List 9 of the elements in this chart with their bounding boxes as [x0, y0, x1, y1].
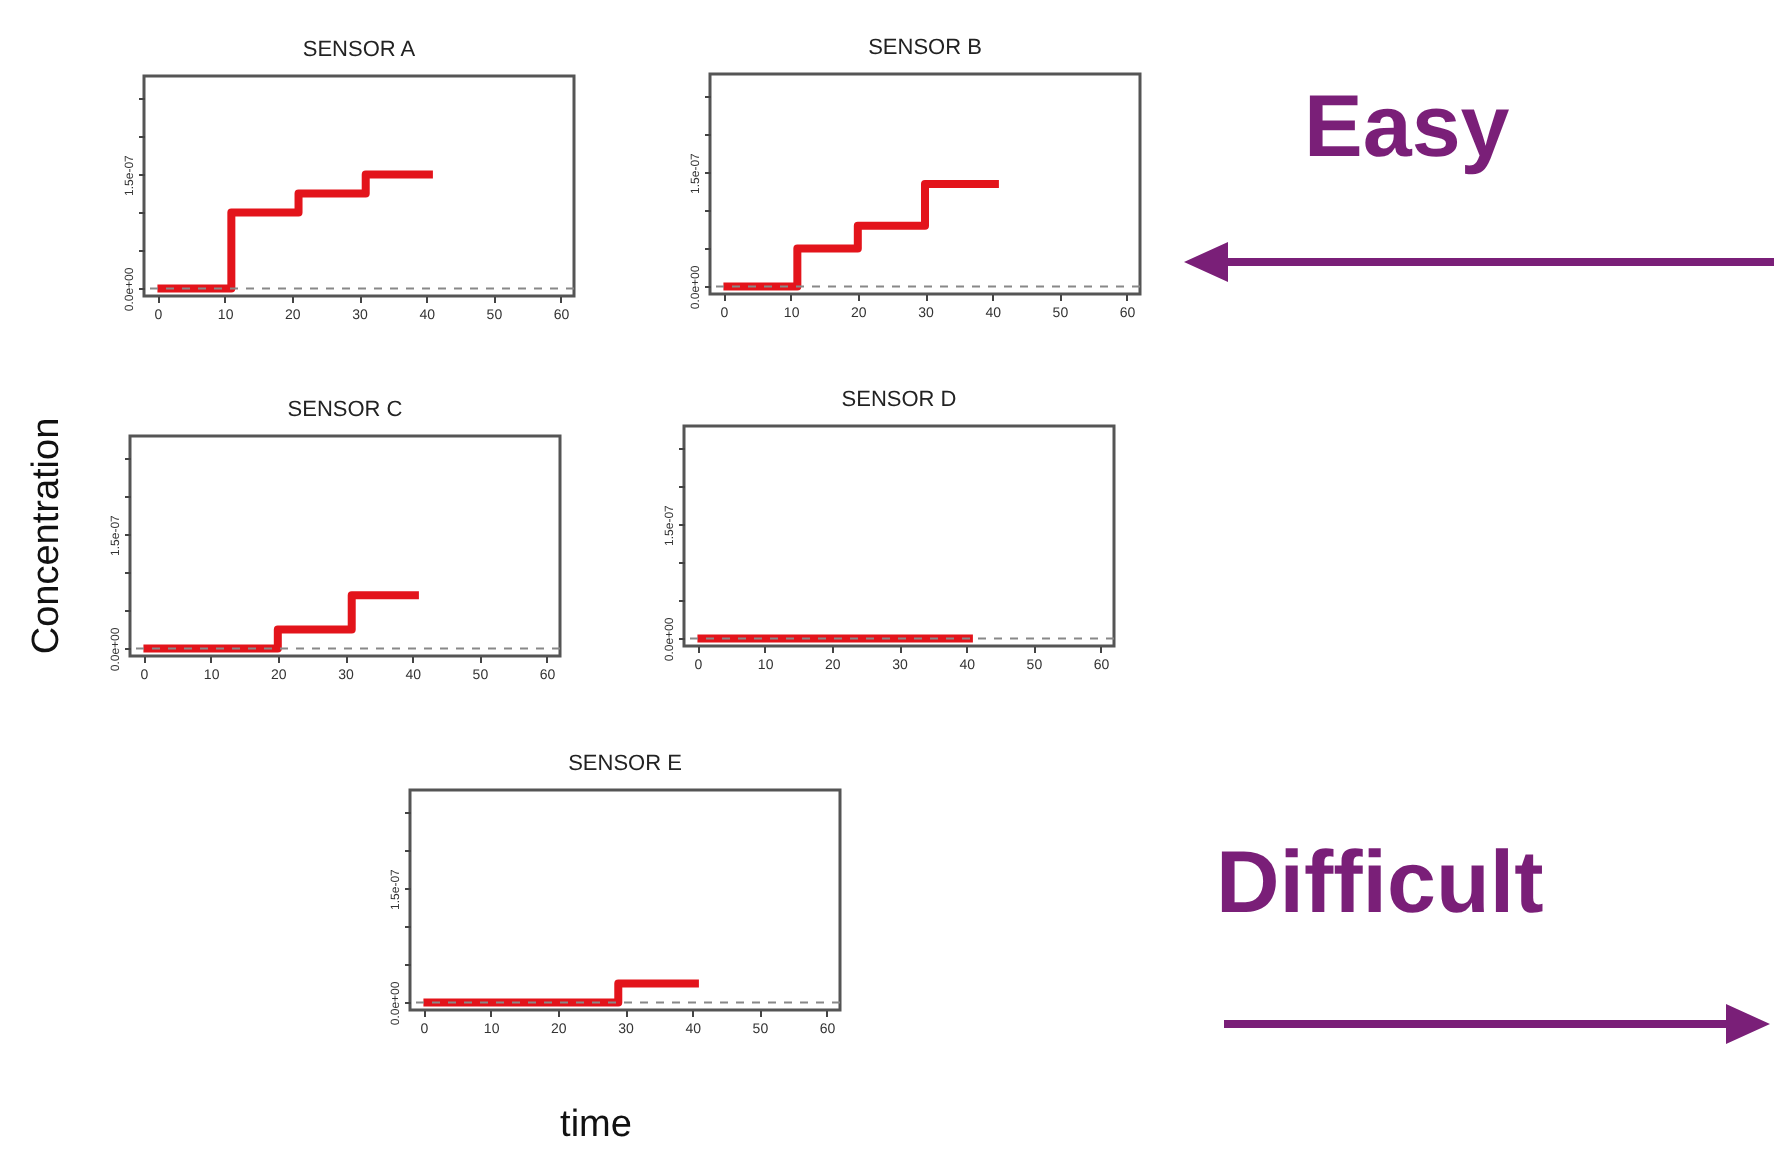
text: time	[560, 1104, 632, 1148]
chart-title: SENSOR E	[568, 752, 682, 776]
text: Difficult	[1216, 834, 1544, 932]
text: Easy	[1304, 78, 1510, 176]
chart-title: SENSOR D	[841, 388, 957, 412]
chart-title: SENSOR A	[302, 38, 417, 62]
chart-title: SENSOR B	[868, 36, 982, 60]
text: Concentration	[26, 417, 70, 655]
chart-title: SENSOR C	[287, 398, 403, 422]
